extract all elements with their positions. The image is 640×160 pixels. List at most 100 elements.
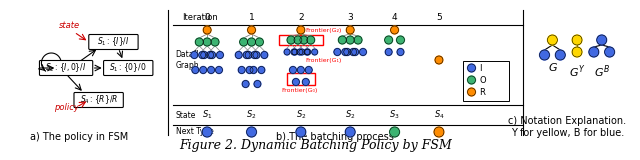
Circle shape	[248, 26, 255, 34]
Circle shape	[200, 67, 207, 73]
Circle shape	[344, 48, 351, 56]
Circle shape	[556, 50, 565, 60]
Text: $S_1:\{0\}/0$: $S_1:\{0\}/0$	[109, 62, 147, 74]
Text: G: G	[548, 63, 557, 73]
Text: $S_2$: $S_2$	[296, 109, 306, 121]
Circle shape	[468, 88, 476, 96]
Text: $S_2$: $S_2$	[246, 109, 257, 121]
FancyBboxPatch shape	[40, 60, 93, 76]
Text: $S_2:\{I,0\}/I$: $S_2:\{I,0\}/I$	[45, 62, 87, 74]
Text: Figure 2. Dynamic Batching Policy by FSM: Figure 2. Dynamic Batching Policy by FSM	[179, 139, 452, 152]
Text: $S_4:\{R\}/R$: $S_4:\{R\}/R$	[79, 94, 118, 106]
Circle shape	[349, 48, 356, 56]
Circle shape	[468, 64, 476, 72]
Text: $G^Y$: $G^Y$	[569, 63, 586, 80]
Circle shape	[204, 38, 211, 46]
Circle shape	[243, 52, 250, 59]
Circle shape	[397, 36, 404, 44]
Text: I: I	[479, 64, 482, 72]
Text: 3: 3	[348, 12, 353, 21]
Text: Iteration: Iteration	[182, 12, 218, 21]
FancyBboxPatch shape	[74, 92, 124, 108]
FancyBboxPatch shape	[463, 61, 509, 101]
Circle shape	[540, 50, 549, 60]
Circle shape	[251, 52, 258, 59]
Circle shape	[287, 36, 295, 44]
Circle shape	[245, 52, 252, 59]
Circle shape	[434, 127, 444, 137]
Text: 0: 0	[204, 12, 210, 21]
Circle shape	[385, 36, 392, 44]
Text: $S_1$: $S_1$	[202, 109, 212, 121]
Text: $S_2$: $S_2$	[345, 109, 355, 121]
Circle shape	[294, 36, 302, 44]
Circle shape	[199, 52, 205, 59]
Circle shape	[354, 36, 362, 44]
Circle shape	[236, 52, 242, 59]
Circle shape	[255, 38, 264, 46]
Text: 4: 4	[392, 12, 397, 21]
Text: Dataflow
Graph: Dataflow Graph	[175, 50, 210, 70]
Circle shape	[360, 48, 367, 56]
Circle shape	[302, 79, 309, 85]
Text: R: R	[479, 88, 485, 96]
Circle shape	[397, 48, 404, 56]
Circle shape	[468, 76, 476, 84]
Text: $S_3$: $S_3$	[389, 109, 400, 121]
Circle shape	[211, 38, 219, 46]
Circle shape	[246, 67, 253, 73]
Circle shape	[195, 38, 204, 46]
Circle shape	[299, 49, 305, 55]
Circle shape	[385, 48, 392, 56]
Circle shape	[547, 35, 557, 45]
Text: O: O	[479, 76, 486, 84]
Circle shape	[605, 47, 614, 57]
Circle shape	[296, 127, 306, 137]
Circle shape	[216, 52, 223, 59]
Circle shape	[351, 48, 358, 56]
Circle shape	[207, 52, 214, 59]
Text: Frontier(G₂): Frontier(G₂)	[306, 28, 342, 33]
Circle shape	[334, 48, 341, 56]
Circle shape	[596, 35, 607, 45]
Circle shape	[305, 67, 312, 73]
Circle shape	[258, 67, 265, 73]
Text: 2: 2	[298, 12, 303, 21]
Circle shape	[292, 79, 300, 85]
Text: Next Type: Next Type	[175, 128, 213, 136]
Circle shape	[589, 47, 599, 57]
Text: policy: policy	[54, 103, 79, 112]
Text: $S_1:\{I\}/I$: $S_1:\{I\}/I$	[97, 36, 130, 48]
Circle shape	[191, 52, 198, 59]
Text: state: state	[59, 21, 80, 30]
Circle shape	[339, 36, 346, 44]
Circle shape	[284, 49, 290, 55]
Text: b) The batching process: b) The batching process	[276, 132, 394, 142]
Circle shape	[248, 38, 255, 46]
Circle shape	[390, 26, 399, 34]
Circle shape	[345, 127, 355, 137]
Text: State: State	[175, 111, 196, 120]
Circle shape	[242, 80, 249, 88]
Circle shape	[300, 36, 308, 44]
Circle shape	[250, 67, 257, 73]
Bar	[287, 73, 315, 85]
Circle shape	[253, 52, 260, 59]
Circle shape	[307, 36, 315, 44]
Circle shape	[201, 52, 207, 59]
Circle shape	[209, 52, 216, 59]
Text: c) Notation Explanation.
Y for yellow, B for blue.: c) Notation Explanation. Y for yellow, B…	[508, 116, 627, 138]
Circle shape	[435, 56, 443, 64]
Text: $S_4$: $S_4$	[433, 109, 444, 121]
Text: 1: 1	[249, 12, 255, 21]
Circle shape	[346, 26, 354, 34]
Circle shape	[305, 49, 311, 55]
Circle shape	[572, 35, 582, 45]
Circle shape	[207, 67, 214, 73]
Circle shape	[246, 127, 257, 137]
Circle shape	[291, 49, 297, 55]
Text: 5: 5	[436, 12, 442, 21]
Circle shape	[240, 38, 248, 46]
Circle shape	[204, 26, 211, 34]
Circle shape	[254, 80, 261, 88]
